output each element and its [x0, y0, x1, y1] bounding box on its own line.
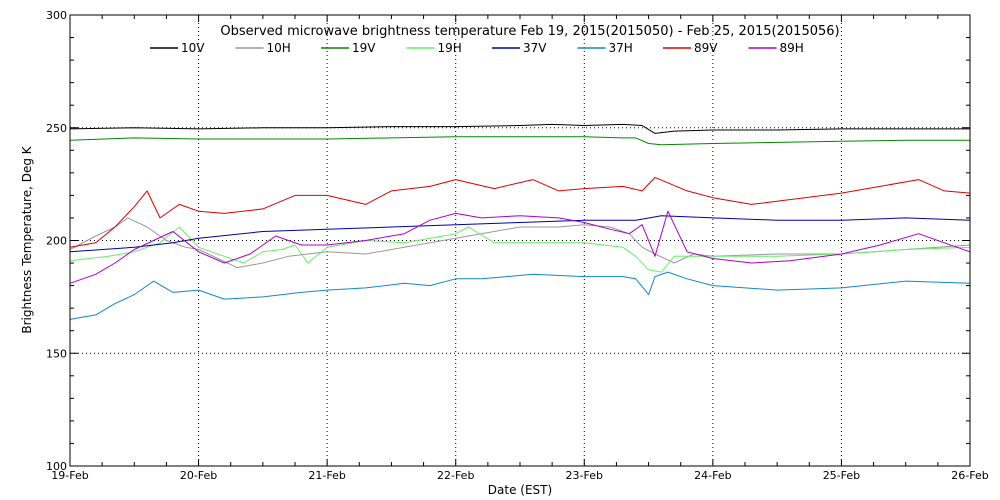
series-line-89h — [69, 210, 971, 284]
x-tick-label: 20-Feb — [180, 469, 217, 482]
y-axis-label: Brightness Temperature, Deg K — [20, 145, 34, 333]
legend: 10V 10H 19V 19H 37V 37H 89V 89H — [150, 41, 804, 55]
series-line-37v — [69, 215, 971, 253]
tick-labels: 19-Feb 20-Feb 21-Feb 22-Feb 23-Feb 24-Feb 25-F… — [46, 9, 989, 482]
series-line-10h — [69, 217, 971, 269]
series-line-19v — [69, 136, 970, 146]
series-line-89v — [69, 176, 971, 248]
x-tick-label: 25-Feb — [823, 469, 860, 482]
series-line-10v — [69, 123, 970, 134]
legend-label-19h: 19H — [438, 41, 462, 55]
legend-label-19v: 19V — [352, 41, 376, 55]
chart-title: Observed microwave brightness temperatur… — [220, 24, 839, 39]
x-tick-label: 22-Feb — [437, 469, 474, 482]
x-axis-label: Date (EST) — [488, 483, 552, 497]
legend-label-10h: 10H — [267, 41, 291, 55]
x-tick-label: 23-Feb — [566, 469, 603, 482]
x-tick-label: 21-Feb — [308, 469, 345, 482]
legend-label-89h: 89H — [780, 41, 804, 55]
legend-label-89v: 89V — [694, 41, 718, 55]
data-series — [69, 123, 971, 320]
y-tick-label: 100 — [46, 460, 67, 473]
legend-label-37v: 37V — [523, 41, 547, 55]
y-tick-label: 250 — [46, 122, 67, 135]
y-tick-label: 150 — [46, 347, 67, 360]
x-tick-label: 26-Feb — [951, 469, 988, 482]
axis-ticks — [69, 14, 971, 467]
series-line-37h — [69, 271, 971, 320]
series-line-19h — [69, 226, 971, 273]
legend-label-37h: 37H — [609, 41, 633, 55]
plot-background — [70, 15, 970, 466]
x-tick-label: 24-Feb — [694, 469, 731, 482]
y-tick-label: 200 — [46, 235, 67, 248]
legend-label-10v: 10V — [181, 41, 205, 55]
x-tick-label: 19-Feb — [51, 469, 88, 482]
y-tick-label: 300 — [46, 9, 67, 22]
